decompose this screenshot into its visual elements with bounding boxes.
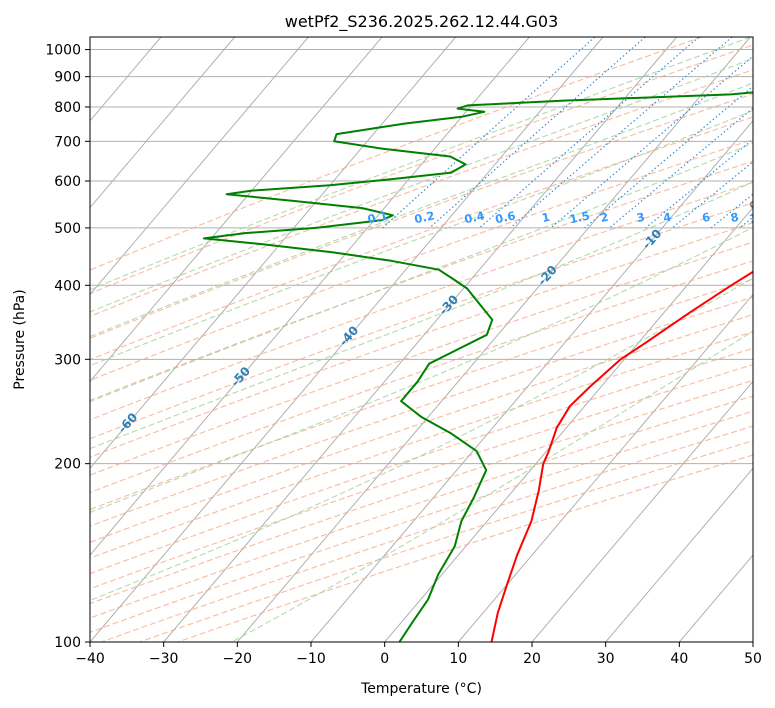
isotherm-gridline bbox=[90, 37, 236, 209]
dewpoint-profile bbox=[202, 91, 753, 642]
dry-adiabat-line bbox=[90, 160, 753, 401]
temperature-profile bbox=[490, 270, 753, 642]
x-tick-label: 50 bbox=[744, 651, 762, 667]
isotherm-gridline bbox=[236, 37, 751, 642]
isotherm-gridline bbox=[163, 37, 678, 642]
dry-adiabat-line bbox=[90, 379, 753, 605]
mixing-ratio-label: 2 bbox=[599, 210, 610, 225]
reference-line-labels: -100-90-80-70-60-50-40-30-20-10010203040… bbox=[3, 198, 767, 481]
plot-frame bbox=[89, 36, 754, 643]
dry-adiabat-label: 0 bbox=[746, 198, 762, 214]
dry-adiabat-line bbox=[90, 93, 753, 339]
moist-adiabat-line bbox=[90, 277, 753, 602]
isotherm-gridline bbox=[90, 37, 604, 642]
mixing-ratio-label: 0.2 bbox=[413, 208, 436, 226]
x-axis-label: Temperature (°C) bbox=[360, 681, 482, 697]
mixing-ratio-label: 1.5 bbox=[568, 208, 591, 226]
x-tick-label: −40 bbox=[75, 651, 105, 667]
mixing-ratio-label: 3 bbox=[635, 210, 646, 225]
mixing-ratio-label: 8 bbox=[729, 210, 740, 225]
y-tick-label: 100 bbox=[54, 635, 81, 651]
mixing-ratio-line bbox=[739, 216, 753, 229]
dry-adiabat-label: -70 bbox=[3, 456, 28, 481]
x-tick-label: −10 bbox=[296, 651, 326, 667]
dry-adiabat-line bbox=[90, 241, 753, 476]
isotherm-gridline bbox=[457, 293, 753, 642]
dry-adiabat-line bbox=[90, 278, 753, 511]
x-tick-label: 40 bbox=[670, 651, 688, 667]
moist-adiabat-line bbox=[90, 82, 753, 338]
isotherm-gridline bbox=[90, 37, 530, 556]
y-tick-label: 300 bbox=[54, 352, 81, 368]
mixing-ratio-label: 1 bbox=[541, 210, 552, 225]
x-tick-label: 20 bbox=[523, 651, 541, 667]
moist-adiabat-line bbox=[90, 181, 753, 450]
y-tick-label: 600 bbox=[54, 174, 81, 190]
mixing-ratio-label: 0.6 bbox=[494, 208, 517, 226]
mixing-ratio-label: 6 bbox=[701, 210, 712, 225]
data-series bbox=[202, 91, 753, 642]
x-axis: −40 −30 −20 −10 0 10 20 30 40 50 bbox=[75, 642, 762, 667]
y-tick-label: 500 bbox=[54, 221, 81, 237]
isotherm-gridline bbox=[90, 37, 383, 383]
dry-adiabat-line bbox=[90, 37, 702, 271]
x-tick-label: 30 bbox=[597, 651, 615, 667]
mixing-ratio-label: 4 bbox=[662, 210, 673, 225]
mixing-ratio-line bbox=[479, 37, 700, 229]
dry-adiabat-line bbox=[90, 331, 753, 559]
moist-adiabat-line bbox=[90, 57, 753, 313]
x-tick-label: 10 bbox=[449, 651, 467, 667]
y-axis-label: Pressure (hPa) bbox=[12, 289, 28, 389]
x-tick-label: 0 bbox=[380, 651, 389, 667]
dry-adiabat-line bbox=[90, 395, 753, 619]
y-axis: 1000 900 800 700 600 500 400 300 200 100 bbox=[45, 43, 90, 651]
y-tick-label: 400 bbox=[54, 278, 81, 294]
mixing-ratio-label: 0.1 bbox=[366, 208, 389, 226]
isotherm-gridline bbox=[752, 641, 753, 642]
mixing-ratio-label: 10 bbox=[748, 209, 767, 226]
y-tick-label: 1000 bbox=[45, 43, 81, 59]
x-tick-label: −30 bbox=[149, 651, 179, 667]
reference-lines bbox=[90, 37, 775, 642]
dry-adiabat-line bbox=[90, 222, 753, 458]
mixing-ratio-line bbox=[671, 161, 753, 229]
y-tick-label: 200 bbox=[54, 457, 81, 473]
mixing-ratio-line bbox=[550, 55, 753, 229]
dry-adiabat-line bbox=[90, 181, 753, 421]
moist-adiabat-line bbox=[90, 37, 751, 291]
dry-adiabat-line bbox=[90, 296, 753, 527]
mixing-ratio-label: 0.4 bbox=[463, 208, 486, 226]
isotherm-gridline bbox=[90, 37, 457, 470]
dry-adiabat-line bbox=[90, 69, 753, 317]
moist-adiabat-line bbox=[90, 226, 753, 513]
isotherm-gridline bbox=[384, 206, 753, 642]
x-tick-label: −20 bbox=[223, 651, 253, 667]
dry-adiabat-line bbox=[90, 116, 753, 361]
moist-adiabat-line bbox=[90, 142, 753, 403]
dry-adiabat-line bbox=[90, 44, 753, 295]
mixing-ratio-line bbox=[382, 37, 596, 229]
isotherm-gridline bbox=[605, 467, 753, 642]
mixing-ratio-line bbox=[510, 37, 733, 229]
mixing-ratio-line bbox=[645, 138, 753, 229]
mixing-ratio-line bbox=[762, 37, 775, 228]
isotherm-gridline bbox=[531, 380, 753, 642]
moist-adiabat-line bbox=[90, 110, 753, 367]
y-tick-label: 700 bbox=[54, 134, 81, 150]
chart-title: wetPf2_S236.2025.262.12.44.G03 bbox=[285, 12, 559, 32]
isotherm-gridline bbox=[90, 37, 309, 296]
y-tick-label: 800 bbox=[54, 100, 81, 116]
y-tick-label: 900 bbox=[54, 70, 81, 86]
